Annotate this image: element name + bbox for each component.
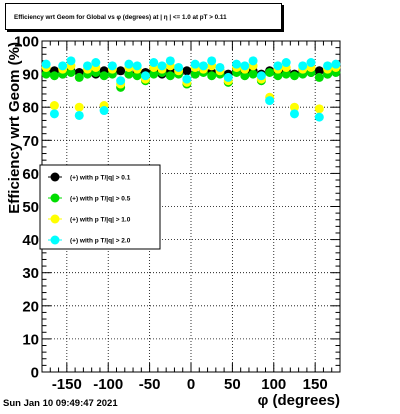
y-tick-label: 90	[22, 67, 39, 84]
data-point	[232, 59, 242, 69]
x-tick-label: 50	[224, 376, 241, 393]
y-tick-label: 50	[22, 199, 39, 216]
data-point	[281, 69, 291, 79]
data-point	[248, 56, 258, 66]
data-point	[165, 71, 175, 81]
data-point	[107, 61, 117, 71]
chart-title: Efficiency wrt Geom for Global vs φ (deg…	[5, 3, 282, 30]
data-point	[240, 71, 250, 81]
y-tick-label: 60	[22, 166, 39, 183]
data-point	[74, 72, 84, 82]
legend-box	[39, 164, 161, 250]
data-point	[273, 61, 283, 71]
data-point	[149, 69, 159, 79]
legend: (+) with p T/|q| > 0.1 (+) with p T/|q| >…	[39, 164, 161, 250]
data-point	[165, 56, 175, 66]
legend-label: (+) with p T/|q| > 1.0	[70, 217, 131, 224]
data-point	[41, 69, 51, 79]
y-tick-label: 40	[22, 232, 39, 249]
data-point	[207, 56, 217, 66]
data-point	[49, 101, 59, 111]
y-tick-label: 80	[22, 100, 39, 117]
data-point	[265, 67, 275, 77]
data-point	[66, 67, 76, 77]
data-point	[83, 61, 93, 71]
data-point	[91, 58, 101, 68]
data-point	[49, 109, 59, 119]
data-point	[215, 62, 225, 72]
data-point	[273, 71, 283, 81]
data-point	[58, 61, 68, 71]
x-tick-label: -150	[52, 376, 82, 393]
points-layer	[41, 56, 341, 122]
x-axis-title: φ (degrees)	[258, 392, 340, 409]
data-point	[124, 69, 134, 79]
axis-layer: 0 10 20 30 40 50 60 70 80 90 100 -150 -100 -50 0 50 100 1…	[14, 34, 341, 393]
y-tick-label: 100	[14, 34, 39, 51]
y-tick-label: 20	[22, 298, 39, 315]
legend-label: (+) with p T/|q| > 0.5	[70, 196, 131, 203]
data-point	[289, 102, 299, 112]
data-point	[190, 59, 200, 69]
x-tick-label: 0	[187, 376, 195, 393]
y-tick-label: 10	[22, 331, 39, 348]
data-point	[265, 96, 275, 106]
data-point	[99, 71, 109, 81]
timestamp: Sun Jan 10 09:49:47 2021	[3, 398, 118, 409]
y-axis-title: Efficiency wrt Geom (%)	[6, 42, 23, 214]
data-point	[207, 71, 217, 81]
data-point	[289, 71, 299, 81]
legend-label: (+) with p T/|q| > 0.1	[70, 175, 131, 182]
data-point	[140, 71, 150, 81]
data-point	[248, 69, 258, 79]
data-point	[190, 69, 200, 79]
data-point	[298, 61, 308, 71]
data-point	[132, 61, 142, 71]
data-point	[198, 61, 208, 71]
data-point	[116, 76, 126, 86]
data-point	[124, 59, 134, 69]
data-point	[323, 61, 333, 71]
data-point	[174, 62, 184, 72]
legend-label: (+) with p T/|q| > 2.0	[70, 238, 131, 245]
data-point	[182, 66, 192, 76]
data-point	[99, 106, 109, 116]
data-point	[314, 72, 324, 82]
data-point	[74, 110, 84, 120]
data-point	[223, 72, 233, 82]
data-point	[256, 71, 266, 81]
y-tick-label: 0	[31, 365, 39, 382]
data-point	[49, 71, 59, 81]
data-point	[116, 66, 126, 76]
data-point	[331, 59, 341, 69]
data-point	[132, 71, 142, 81]
data-point	[289, 109, 299, 119]
data-point	[149, 58, 159, 68]
data-point	[240, 61, 250, 71]
y-tick-label: 30	[22, 265, 39, 282]
data-point	[41, 59, 51, 69]
data-point	[306, 58, 316, 68]
data-point	[182, 74, 192, 84]
data-point	[157, 61, 167, 71]
data-point	[314, 66, 324, 76]
x-tick-label: 150	[303, 376, 328, 393]
data-point	[314, 112, 324, 122]
y-tick-label: 70	[22, 133, 39, 150]
data-point	[66, 56, 76, 66]
x-tick-label: -50	[139, 376, 161, 393]
data-point	[74, 102, 84, 112]
x-tick-label: 100	[261, 376, 286, 393]
data-point	[314, 104, 324, 114]
data-point	[281, 58, 291, 68]
x-tick-label: -100	[93, 376, 123, 393]
